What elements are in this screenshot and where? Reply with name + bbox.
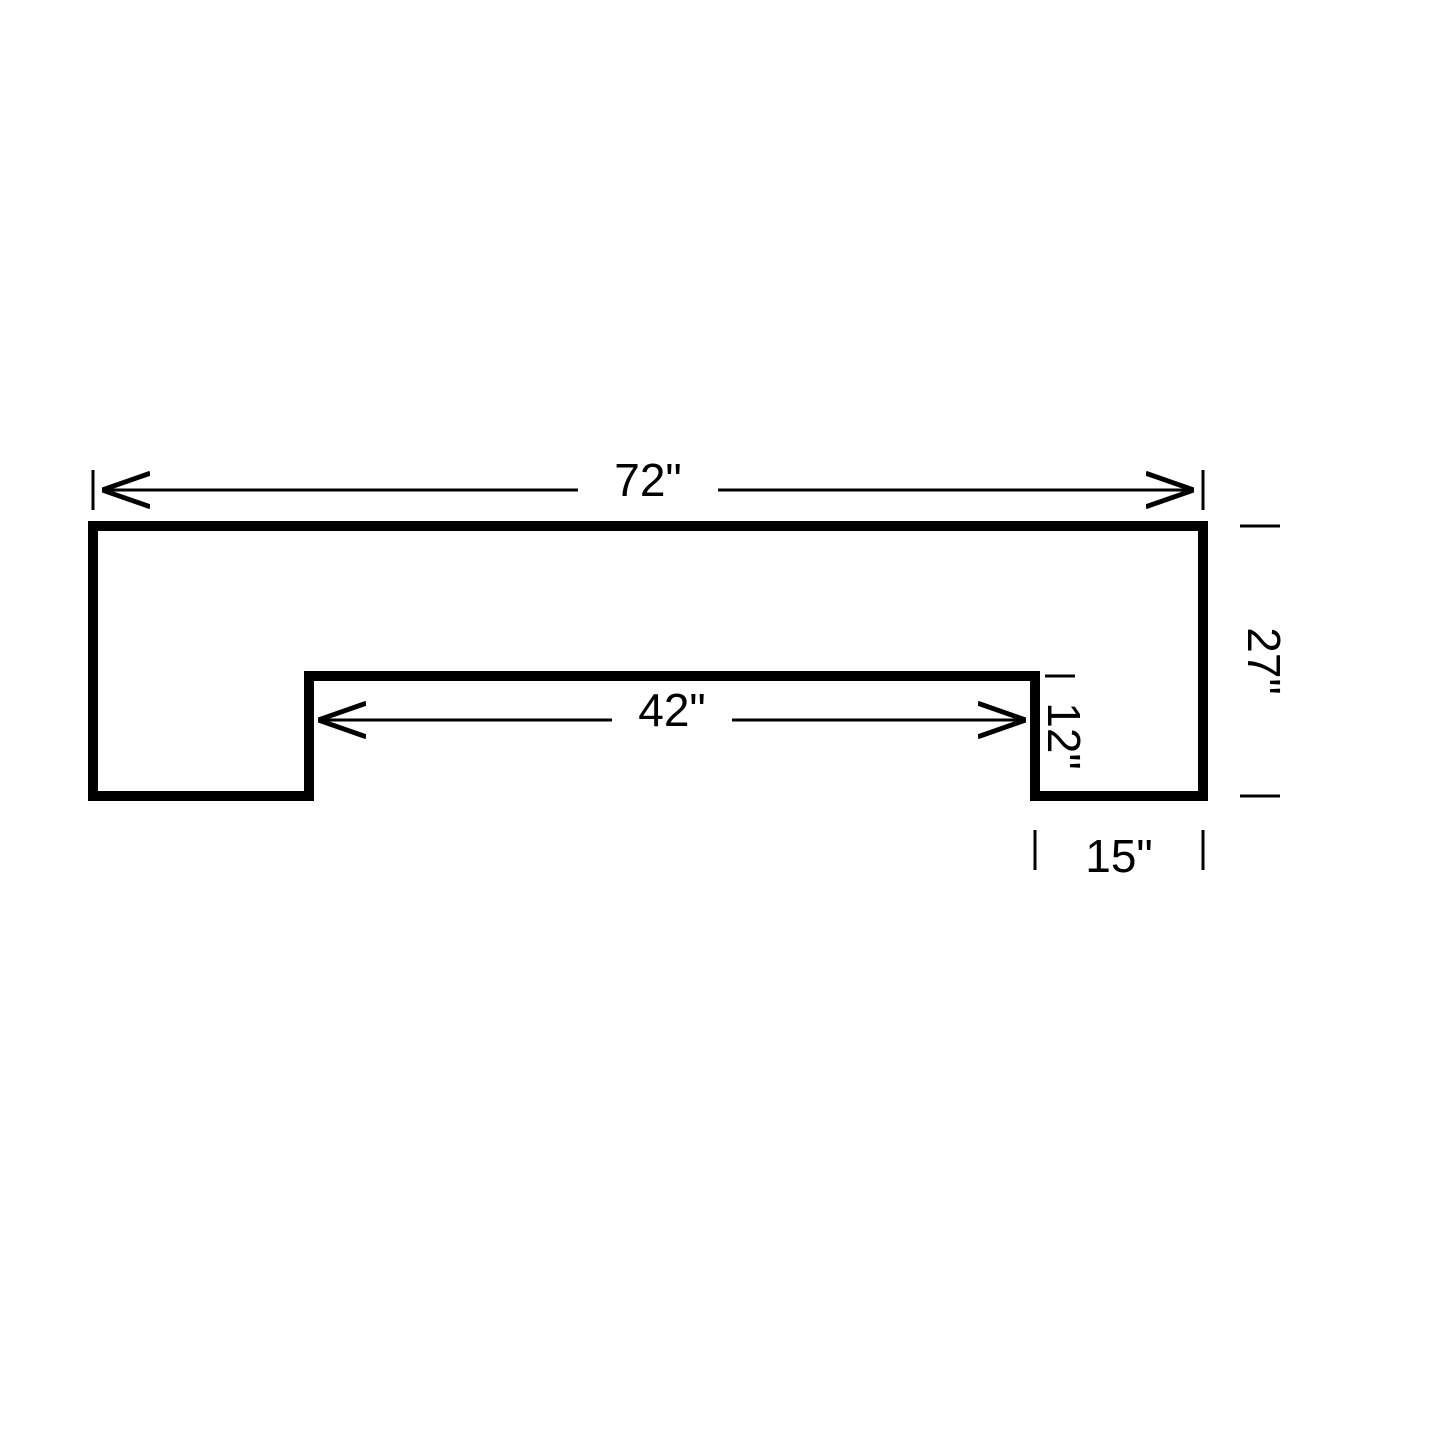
dim-label: 12": [1038, 702, 1090, 770]
dimension-diagram: 72" 42" 27" 12" 15": [0, 0, 1445, 1445]
dim-label: 42": [638, 684, 706, 736]
dim-label: 72": [614, 454, 682, 506]
dim-label: 27": [1238, 627, 1290, 695]
shape-outline: [93, 526, 1203, 796]
dim-label: 15": [1085, 830, 1153, 882]
